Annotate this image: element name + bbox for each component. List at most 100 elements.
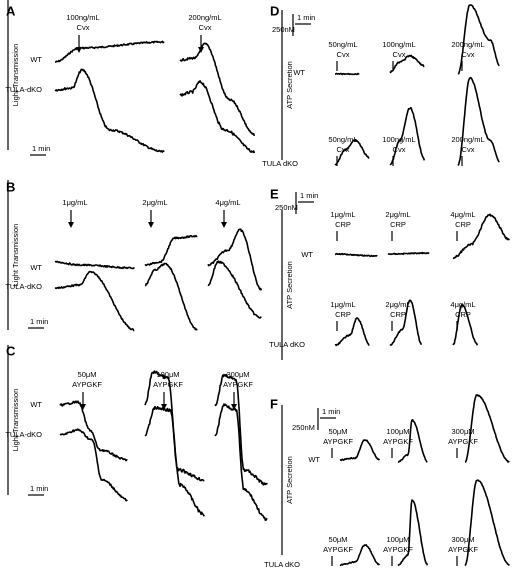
panel-letter: D: [270, 3, 279, 18]
time-scale-label: 1 min: [32, 144, 50, 153]
trace: [144, 262, 198, 331]
stimulus-label: CRP: [390, 310, 406, 319]
row-label: WT: [30, 263, 42, 272]
time-scale-label: 1 min: [30, 317, 48, 326]
trace: [389, 299, 423, 346]
trace: [54, 40, 165, 63]
row-label: WT: [293, 68, 305, 77]
stimulus-label: Cvx: [393, 50, 406, 59]
stimulus-label: 100μM: [386, 427, 409, 436]
trace: [464, 394, 510, 463]
stimulus-label: CRP: [455, 220, 471, 229]
stimulus-label: AYPGKF: [448, 437, 478, 446]
trace: [334, 317, 370, 347]
y-axis-label: ATP Secretion: [285, 456, 294, 504]
trace: [457, 4, 500, 75]
stimulus-label: 300μM: [451, 427, 474, 436]
stimulus-label: 300μM: [226, 370, 249, 379]
stimulus-label: 100ng/mL: [66, 13, 99, 22]
trace: [387, 251, 430, 256]
trace: [397, 499, 429, 567]
row-label: TULA dKO: [269, 340, 305, 349]
trace: [54, 68, 165, 153]
stimulus-label: 4μg/mL: [450, 300, 475, 309]
stimulus-label: 50μM: [329, 427, 348, 436]
stimulus-label: 100ng/mL: [382, 40, 415, 49]
panel-letter: B: [6, 179, 15, 194]
trace: [214, 403, 268, 521]
stimulus-label: 200ng/mL: [451, 135, 484, 144]
stimulus-label: 2μg/mL: [385, 300, 410, 309]
row-label: WT: [30, 55, 42, 64]
trace: [464, 479, 510, 567]
trace: [144, 234, 198, 267]
time-scale-label: 1 min: [300, 191, 318, 200]
stimulus-label: 1μg/mL: [62, 198, 87, 207]
stimulus-label: 100ng/mL: [382, 135, 415, 144]
trace: [397, 419, 428, 463]
stimulus-label: 200ng/mL: [188, 13, 221, 22]
row-label: TULA dKO: [262, 159, 298, 168]
panel-letter: A: [6, 3, 16, 18]
stimulus-label: AYPGKF: [383, 437, 413, 446]
trace: [207, 260, 262, 319]
y-axis-label: Light Transmission: [11, 44, 20, 107]
y-axis-label: Light Transmission: [11, 224, 20, 287]
stimulus-label: 50μM: [78, 370, 97, 379]
trace: [452, 213, 510, 260]
trace: [144, 405, 205, 517]
row-label: TULA-dKO: [5, 85, 42, 94]
stimulus-label: 1μg/mL: [330, 210, 355, 219]
stimulus-label: Cvx: [393, 145, 406, 154]
panel-letter: E: [270, 186, 279, 201]
concentration-scale-label: 250nM: [275, 203, 298, 212]
trace: [207, 228, 263, 291]
arrow-head: [80, 404, 86, 410]
concentration-scale-label: 250nM: [292, 423, 315, 432]
trace: [334, 72, 360, 76]
stimulus-label: Cvx: [199, 23, 212, 32]
panel-letter: C: [6, 343, 16, 358]
stimulus-label: AYPGKF: [323, 437, 353, 446]
stimulus-label: CRP: [455, 310, 471, 319]
trace: [179, 42, 256, 137]
trace: [339, 544, 380, 567]
stimulus-label: CRP: [390, 220, 406, 229]
stimulus-label: 50ng/mL: [328, 40, 357, 49]
stimulus-label: 50μM: [329, 535, 348, 544]
arrow-head: [231, 404, 237, 410]
arrow-head: [148, 222, 154, 228]
stimulus-label: 2μg/mL: [142, 198, 167, 207]
stimulus-label: AYPGKF: [153, 380, 183, 389]
stimulus-label: AYPGKF: [383, 545, 413, 554]
stimulus-label: 300μM: [451, 535, 474, 544]
stimulus-label: 4μg/mL: [215, 198, 240, 207]
row-label: WT: [301, 250, 313, 259]
trace: [59, 428, 128, 502]
row-label: TULA dKO: [264, 560, 300, 569]
stimulus-label: 200ng/mL: [451, 40, 484, 49]
time-scale-label: 1 min: [30, 484, 48, 493]
stimulus-label: Cvx: [337, 50, 350, 59]
time-scale-label: 1 min: [322, 407, 340, 416]
y-axis-label: Light Transmission: [11, 389, 20, 452]
panel-letter: F: [270, 396, 278, 411]
row-label: TULA-dKO: [5, 430, 42, 439]
y-axis-label: ATP Secretion: [285, 61, 294, 109]
stimulus-label: 100μM: [386, 535, 409, 544]
stimulus-label: Cvx: [462, 145, 475, 154]
arrow-head: [68, 222, 74, 228]
stimulus-label: 100μM: [156, 370, 179, 379]
trace: [389, 54, 425, 74]
trace: [334, 252, 378, 258]
stimulus-label: 2μg/mL: [385, 210, 410, 219]
stimulus-label: Cvx: [337, 145, 350, 154]
trace: [54, 270, 135, 332]
trace: [457, 76, 500, 166]
concentration-scale-label: 250nM: [272, 25, 295, 34]
stimulus-label: AYPGKF: [323, 545, 353, 554]
trace: [334, 138, 370, 166]
trace: [339, 439, 381, 462]
arrow-head: [161, 404, 167, 410]
